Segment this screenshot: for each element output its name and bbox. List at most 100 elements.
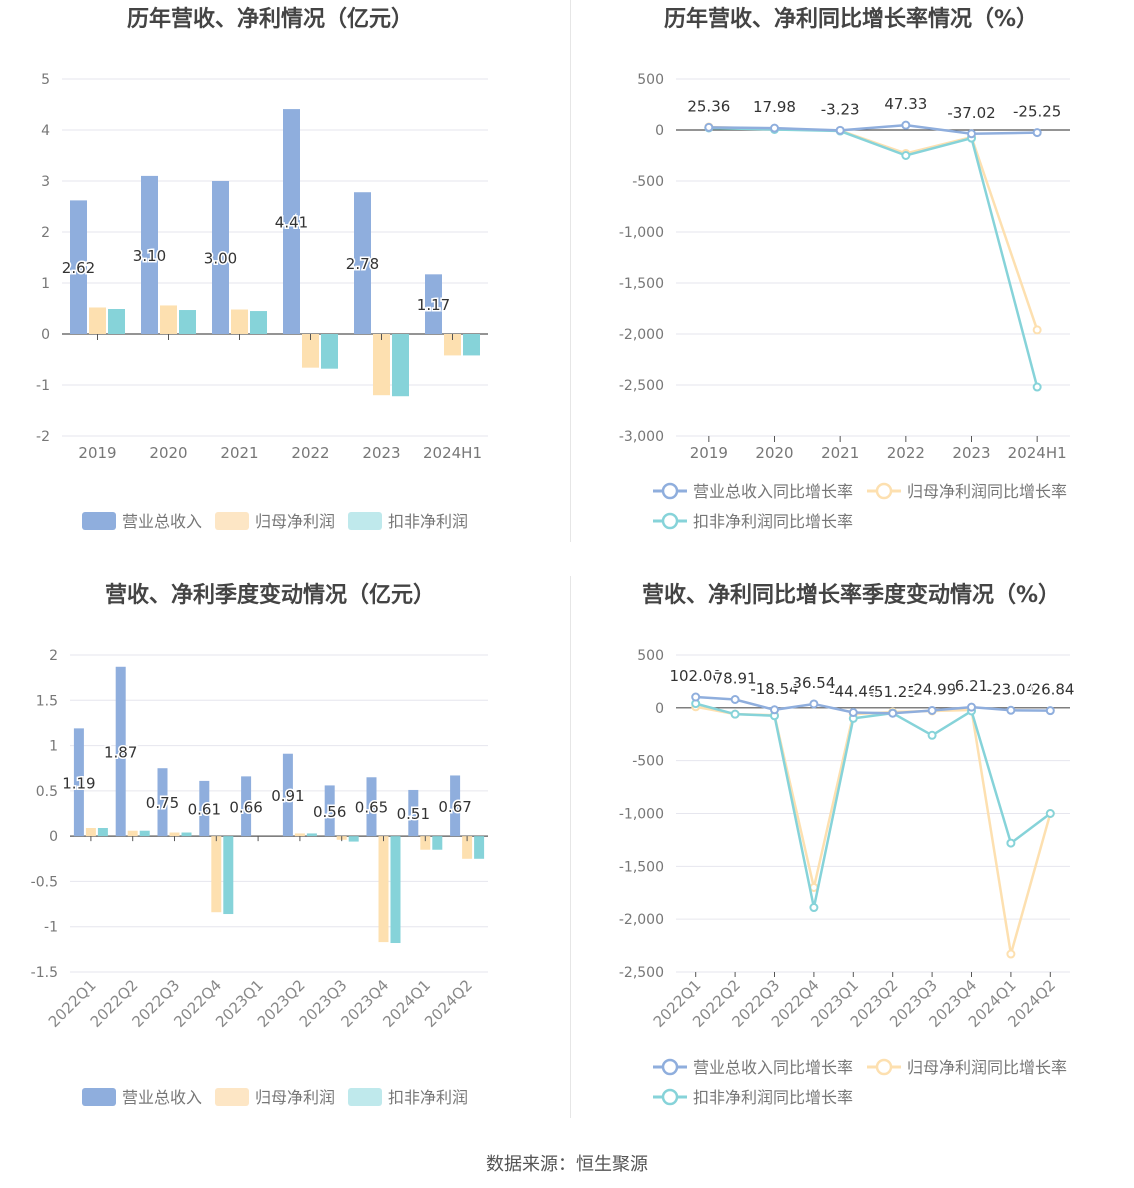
bar-deducted-profit (432, 836, 443, 850)
bar-net-profit (444, 334, 461, 356)
y-tick-label: 0 (49, 829, 58, 845)
x-tick-label: 2020 (149, 444, 187, 462)
bar-revenue (141, 175, 158, 334)
data-label: 0.51 (397, 805, 430, 823)
series-line-revenue-growth (708, 123, 1038, 136)
legend-label: 营业总收入同比增长率 (693, 1058, 853, 1077)
legend-label: 营业总收入同比增长率 (693, 482, 853, 501)
data-point (888, 708, 898, 718)
bar-revenue (199, 780, 210, 837)
chart-title: 营收、净利季度变动情况（亿元） (105, 582, 435, 608)
bar-deducted-profit (474, 836, 485, 859)
data-label: 0.91 (271, 787, 304, 805)
legend-marker (875, 1058, 893, 1076)
data-label: 2.62 (62, 259, 95, 277)
data-point (704, 122, 714, 132)
bar-net-profit (302, 334, 319, 368)
chart-title: 历年营收、净利情况（亿元） (127, 6, 413, 32)
data-point (1006, 949, 1016, 959)
data-point (809, 903, 819, 913)
y-tick-label: -1,500 (619, 276, 664, 292)
legend-label: 扣非净利润同比增长率 (693, 512, 853, 531)
bar-deducted-profit (321, 334, 338, 369)
data-label: -51.25 (869, 683, 917, 701)
data-point (770, 705, 779, 715)
data-point (927, 705, 937, 715)
bar-revenue (115, 666, 126, 837)
data-label: 3.00 (204, 250, 237, 268)
x-tick-label: 2022 (291, 444, 329, 462)
data-label: 0.75 (146, 794, 179, 812)
legend-label: 扣非净利润同比增长率 (693, 1088, 853, 1107)
x-tick-label: 2019 (690, 444, 728, 462)
legend-swatch (82, 1088, 116, 1106)
data-point (1006, 705, 1016, 715)
data-label: 0.56 (313, 803, 346, 821)
y-tick-label: -1 (36, 378, 50, 394)
data-label: 0.67 (438, 798, 471, 816)
y-tick-label: 500 (637, 648, 664, 664)
y-tick-label: -1,500 (619, 859, 664, 875)
data-label: 36.54 (792, 674, 835, 692)
bar-deducted-profit (306, 833, 317, 837)
data-point (809, 699, 819, 709)
series-line-net-profit-growth (695, 705, 1052, 955)
bar-net-profit (462, 836, 473, 859)
data-label: -24.99 (908, 680, 956, 698)
data-label: 3.10 (133, 247, 166, 265)
data-point (1045, 809, 1055, 818)
bar-net-profit (127, 830, 138, 837)
data-point (1032, 128, 1042, 138)
legend-marker (875, 482, 893, 500)
data-point (901, 120, 911, 130)
data-point (835, 125, 845, 135)
x-tick-label: 2023 (952, 444, 990, 462)
y-tick-label: 2 (41, 225, 50, 241)
y-tick-label: 1.5 (36, 693, 58, 709)
y-tick-label: 500 (637, 72, 664, 88)
y-tick-label: -2,000 (619, 912, 664, 928)
data-label: -26.84 (1026, 681, 1074, 699)
data-source: 数据来源：恒生聚源 (486, 1154, 648, 1175)
data-point (848, 708, 858, 718)
data-label: 78.91 (714, 669, 757, 687)
data-label: 6.21 (955, 677, 988, 695)
y-tick-label: -1,000 (619, 807, 664, 823)
bar-deducted-profit (250, 311, 267, 334)
data-point (730, 709, 740, 719)
y-tick-label: 3 (41, 174, 50, 190)
y-tick-label: 0 (655, 701, 664, 717)
y-tick-label: -1.5 (31, 965, 58, 981)
bar-revenue (408, 789, 419, 837)
x-tick-label: 2021 (220, 444, 258, 462)
annual-growth-line-chart: 历年营收、净利同比增长率情况（%） 500 0 -500 -1,000 -1,500 -2,… (567, 0, 1134, 576)
y-tick-label: 0.5 (36, 784, 58, 800)
bar-revenue (366, 777, 377, 837)
data-point (901, 151, 911, 160)
bar-revenue (354, 192, 371, 334)
data-label: 1.87 (104, 743, 137, 761)
data-label: -18.54 (750, 680, 798, 698)
quarterly-growth-line-chart: 营收、净利同比增长率季度变动情况（%） 500 0 -500 -1,000 -1,500 -… (567, 576, 1134, 1152)
y-tick-label: 4 (41, 123, 50, 139)
bar-net-profit (211, 836, 222, 913)
legend-label: 归母净利润同比增长率 (907, 1058, 1067, 1077)
y-tick-label: -2,500 (619, 378, 664, 394)
legend-label: 扣非净利润 (388, 512, 468, 531)
bar-deducted-profit (179, 310, 196, 334)
data-point (967, 702, 976, 712)
data-point (730, 694, 740, 704)
bar-deducted-profit (463, 334, 480, 356)
series-line-deducted-profit-growth (708, 126, 1039, 388)
legend-label: 归母净利润同比增长率 (907, 482, 1067, 501)
y-tick-label: -2,000 (619, 327, 664, 343)
data-point (691, 692, 701, 702)
legend-swatch (215, 512, 249, 530)
data-point (1006, 838, 1016, 848)
data-label: 0.61 (188, 801, 221, 819)
data-label: -37.02 (947, 104, 995, 122)
bar-revenue (425, 274, 442, 334)
bar-revenue (283, 109, 300, 334)
data-label: 1.19 (62, 774, 95, 792)
x-tick-label: 2022 (887, 444, 925, 462)
